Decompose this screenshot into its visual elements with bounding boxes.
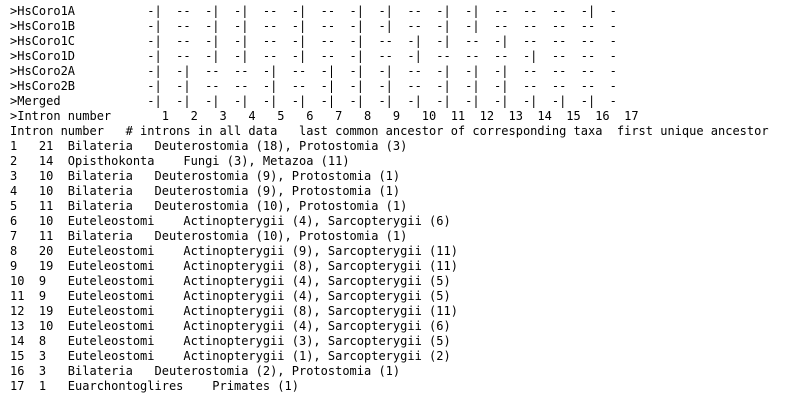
table-row: 13 10 Euteleostomi Actinopterygii (4), S… [10,319,451,333]
table-row: 10 9 Euteleostomi Actinopterygii (4), Sa… [10,274,451,288]
table-row: 2 14 Opisthokonta Fungi (3), Metazoa (11… [10,154,350,168]
table-header: Intron number # introns in all data last… [10,124,769,138]
table-row: 15 3 Euteleostomi Actinopterygii (1), Sa… [10,349,451,363]
intron-number-ruler: >Intron number 1 2 3 4 5 6 7 8 9 10 11 1… [10,109,639,123]
alignment-row-hscoro1b: >HsCoro1B -| -- -| -| -- -| -- -| -| -- … [10,19,617,33]
table-row: 9 19 Euteleostomi Actinopterygii (8), Sa… [10,259,458,273]
table-row: 4 10 Bilateria Deuterostomia (9), Protos… [10,184,401,198]
alignment-row-hscoro1d: >HsCoro1D -| -- -| -| -- -| -- -| -- -| … [10,49,617,63]
alignment-row-hscoro2a: >HsCoro2A -| -| -- -- -| -- -| -| -| -- … [10,64,617,78]
table-row: 12 19 Euteleostomi Actinopterygii (8), S… [10,304,458,318]
table-row: 3 10 Bilateria Deuterostomia (9), Protos… [10,169,401,183]
table-row: 11 9 Euteleostomi Actinopterygii (4), Sa… [10,289,451,303]
table-row: 16 3 Bilateria Deuterostomia (2), Protos… [10,364,401,378]
table-row: 7 11 Bilateria Deuterostomia (10), Proto… [10,229,408,243]
table-row: 5 11 Bilateria Deuterostomia (10), Proto… [10,199,408,213]
alignment-row-merged: >Merged -| -| -| -| -| -| -| -| -| -| -|… [10,94,617,108]
table-row: 8 20 Euteleostomi Actinopterygii (9), Sa… [10,244,458,258]
table-row: 1 21 Bilateria Deuterostomia (18), Proto… [10,139,408,153]
table-row: 6 10 Euteleostomi Actinopterygii (4), Sa… [10,214,451,228]
alignment-row-hscoro1c: >HsCoro1C -| -- -| -| -- -| -- -| -- -| … [10,34,617,48]
table-row: 17 1 Euarchontoglires Primates (1) [10,379,299,393]
alignment-row-hscoro1a: >HsCoro1A -| -- -| -| -- -| -- -| -| -- … [10,4,617,18]
table-row: 14 8 Euteleostomi Actinopterygii (3), Sa… [10,334,451,348]
monospace-text-document: >HsCoro1A -| -- -| -| -- -| -- -| -| -- … [10,4,769,393]
alignment-row-hscoro2b: >HsCoro2B -| -| -- -- -| -- -| -| -| -- … [10,79,617,93]
